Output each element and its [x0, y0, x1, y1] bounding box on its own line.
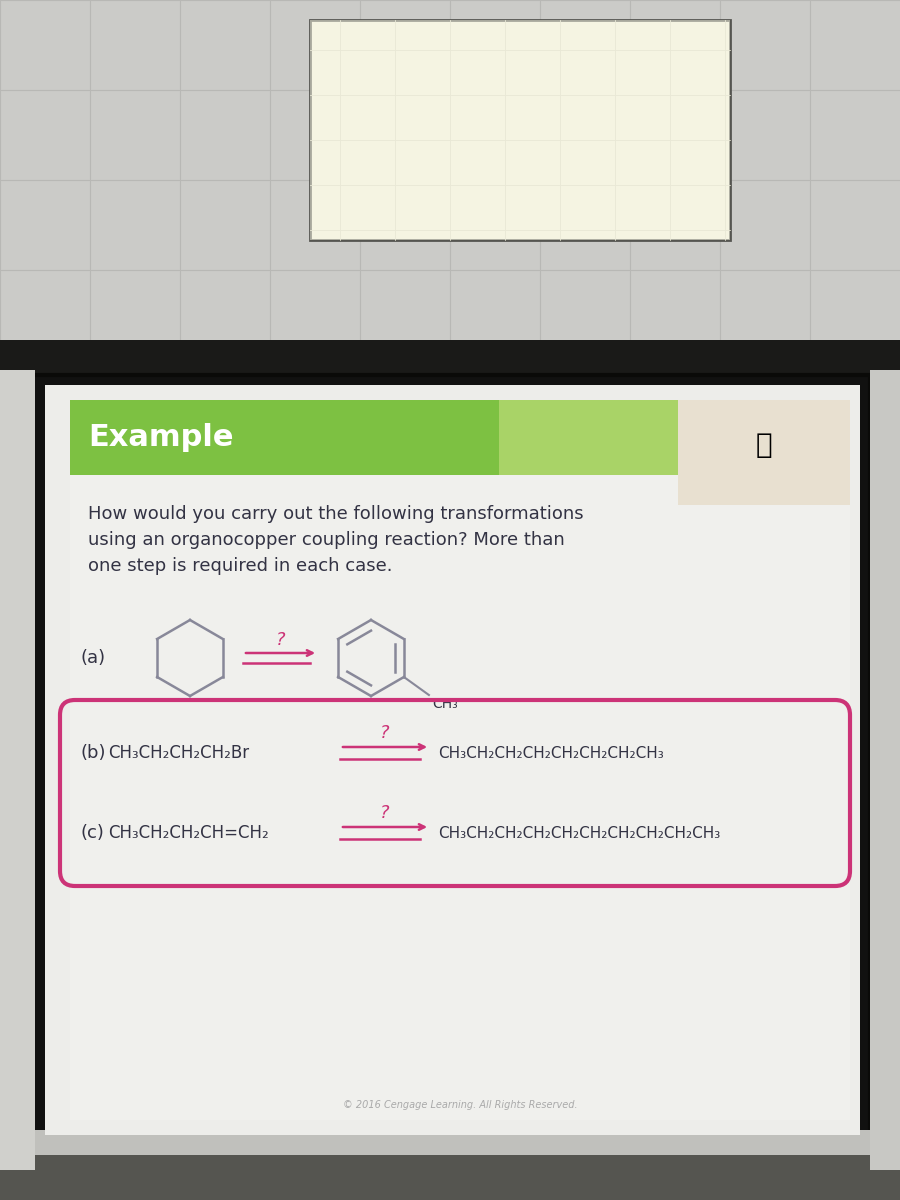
Text: CH₃CH₂CH₂CH₂CH₂CH₂CH₂CH₂CH₂CH₃: CH₃CH₂CH₂CH₂CH₂CH₂CH₂CH₂CH₂CH₃ — [438, 826, 720, 840]
Text: one step is required in each case.: one step is required in each case. — [88, 557, 392, 575]
Text: CH₃CH₂CH₂CH₂Br: CH₃CH₂CH₂CH₂Br — [108, 744, 249, 762]
Bar — [0, 1154, 900, 1200]
Text: ?: ? — [380, 724, 390, 742]
Bar — [70, 400, 679, 475]
Text: Example: Example — [88, 422, 233, 452]
Bar — [45, 385, 860, 1135]
Bar — [30, 374, 870, 1145]
Bar — [0, 1130, 900, 1200]
Text: CH₃: CH₃ — [432, 697, 458, 710]
Text: (b): (b) — [80, 744, 105, 762]
Bar — [870, 370, 900, 1170]
Bar — [679, 400, 850, 505]
Text: 🌿: 🌿 — [756, 431, 772, 458]
Text: (a): (a) — [80, 649, 105, 667]
Bar — [0, 370, 35, 1170]
Text: (c): (c) — [80, 824, 104, 842]
Bar — [0, 0, 900, 390]
Bar — [45, 385, 860, 1135]
Text: CH₃CH₂CH₂CH₂CH₂CH₂CH₂CH₃: CH₃CH₂CH₂CH₂CH₂CH₂CH₂CH₃ — [438, 745, 664, 761]
Bar — [310, 20, 730, 240]
Bar — [310, 20, 730, 240]
Bar — [70, 400, 850, 1120]
Bar — [0, 340, 900, 380]
Bar — [499, 400, 679, 475]
Text: How would you carry out the following transformations: How would you carry out the following tr… — [88, 505, 583, 523]
Text: using an organocopper coupling reaction? More than: using an organocopper coupling reaction?… — [88, 530, 565, 550]
Text: ?: ? — [380, 804, 390, 822]
Text: ?: ? — [275, 631, 285, 649]
Text: CH₃CH₂CH₂CH=CH₂: CH₃CH₂CH₂CH=CH₂ — [108, 824, 269, 842]
Text: © 2016 Cengage Learning. All Rights Reserved.: © 2016 Cengage Learning. All Rights Rese… — [343, 1100, 577, 1110]
